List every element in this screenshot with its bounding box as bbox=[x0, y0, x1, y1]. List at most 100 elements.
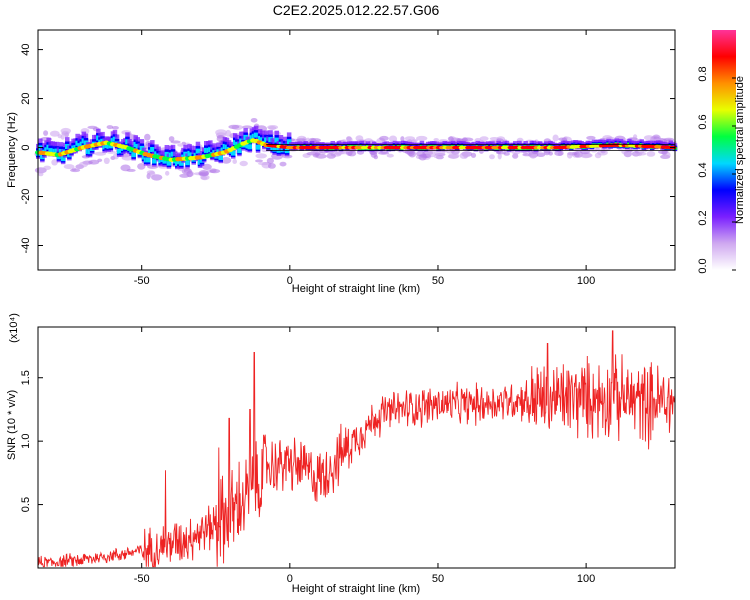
spectral-band bbox=[253, 132, 259, 138]
spectral-blob bbox=[378, 151, 390, 155]
spectral-blob bbox=[165, 170, 170, 176]
spectral-blob bbox=[60, 134, 65, 140]
spectral-blob bbox=[121, 154, 134, 161]
spectral-blob bbox=[79, 161, 88, 168]
x-tick-label: 0 bbox=[287, 275, 293, 287]
spectral-blob bbox=[225, 129, 232, 137]
spectral-band bbox=[166, 160, 172, 166]
spectral-band bbox=[145, 157, 151, 163]
spectral-blob bbox=[186, 170, 193, 178]
y-tick-label: -20 bbox=[20, 189, 32, 205]
x-tick-label: 100 bbox=[577, 573, 595, 585]
spectral-band bbox=[152, 158, 157, 164]
spectral-blob bbox=[111, 126, 119, 130]
y-tick-label: -40 bbox=[20, 238, 32, 254]
spectral-blob bbox=[43, 165, 52, 170]
spectral-band bbox=[195, 148, 201, 154]
spectral-blob bbox=[586, 135, 596, 140]
spectral-blob bbox=[63, 164, 75, 170]
x-axis-label: Height of straight line (km) bbox=[292, 283, 420, 295]
spectral-blob bbox=[388, 135, 398, 143]
snr-series-line bbox=[37, 330, 676, 568]
spectral-blob bbox=[621, 149, 628, 155]
spectral-band bbox=[179, 160, 184, 166]
spectral-blob bbox=[636, 152, 643, 157]
x-tick-label: 100 bbox=[577, 275, 595, 287]
spectral-blob bbox=[232, 159, 237, 164]
spectral-blob bbox=[346, 137, 353, 143]
spectral-blob bbox=[448, 136, 454, 142]
spectral-band bbox=[237, 148, 242, 154]
spectral-blob bbox=[408, 150, 417, 158]
spectral-blob bbox=[177, 143, 185, 147]
spectral-blob bbox=[168, 136, 175, 142]
spectral-blob bbox=[566, 151, 573, 159]
y-axis-label: SNR (10 * v/v) bbox=[6, 390, 18, 460]
spectral-blob bbox=[326, 153, 336, 159]
spectral-band bbox=[274, 137, 279, 143]
spectral-blob bbox=[386, 153, 394, 158]
spectral-blob bbox=[489, 154, 495, 160]
x-axis-label: Height of straight line (km) bbox=[292, 583, 420, 595]
spectral-blob bbox=[267, 163, 276, 169]
spectral-blob bbox=[470, 152, 477, 158]
plot-frame bbox=[37, 326, 676, 569]
y-tick-label: 1.0 bbox=[20, 434, 32, 449]
x-tick-label: -50 bbox=[134, 275, 150, 287]
spectral-blob bbox=[70, 168, 81, 173]
y-axis-label: Frequency (Hz) bbox=[6, 112, 18, 188]
spectral-blob bbox=[433, 138, 439, 142]
spectral-blob bbox=[548, 151, 553, 156]
spectral-blob bbox=[202, 163, 212, 170]
chart-title: C2E2.2025.012.22.57.G06 bbox=[273, 2, 440, 18]
spectral-blob bbox=[666, 152, 671, 159]
spectral-blob bbox=[536, 152, 546, 157]
spectral-blob bbox=[373, 154, 378, 160]
spectral-blob bbox=[296, 138, 306, 142]
spectral-band bbox=[272, 146, 277, 152]
spectral-blob bbox=[552, 134, 559, 142]
spectral-blob bbox=[228, 124, 240, 129]
y-multiplier-label: (x10⁴) bbox=[8, 313, 20, 343]
spectral-blob bbox=[137, 163, 146, 170]
spectral-blob bbox=[459, 152, 468, 159]
spectral-blob bbox=[495, 151, 507, 155]
spectral-blob bbox=[199, 171, 209, 177]
spectral-blob bbox=[310, 150, 316, 155]
x-tick-label: 50 bbox=[432, 275, 444, 287]
y-tick-label: 0 bbox=[20, 144, 32, 150]
spectral-band bbox=[185, 160, 190, 166]
colorbar: 0.0 0.2 0.4 0.6 0.8 Normalized spectral ampli… bbox=[697, 30, 746, 274]
spectral-blob bbox=[170, 140, 181, 144]
spectral-blob bbox=[433, 154, 439, 159]
y-tick-label: 20 bbox=[20, 92, 32, 104]
y-tick-label: 40 bbox=[20, 43, 32, 55]
spectral-blob bbox=[61, 130, 70, 136]
spectral-blob bbox=[88, 159, 100, 165]
spectral-blob bbox=[221, 157, 232, 164]
spectral-blob bbox=[404, 136, 416, 141]
spectral-band bbox=[162, 158, 167, 164]
spectral-band bbox=[247, 144, 252, 150]
spectral-blob bbox=[106, 125, 114, 130]
spectral-band bbox=[231, 150, 236, 156]
spectral-blob bbox=[120, 164, 131, 172]
spectral-blob bbox=[379, 135, 389, 141]
spectral-blob bbox=[554, 150, 564, 156]
x-tick-label: 0 bbox=[287, 573, 293, 585]
spectral-blob bbox=[103, 157, 110, 164]
spectral-band bbox=[150, 147, 155, 152]
spectral-blob bbox=[646, 151, 656, 157]
spectral-blob bbox=[279, 161, 287, 167]
spectrogram-plot: -50 0 50 100 -40 -20 0 20 40 Height of straight l… bbox=[6, 29, 678, 295]
spectral-blob bbox=[447, 154, 459, 159]
spectral-blob bbox=[479, 136, 489, 141]
spectral-blob bbox=[49, 130, 60, 137]
plot-frame bbox=[37, 29, 676, 271]
spectral-band bbox=[255, 144, 261, 150]
spectral-blob bbox=[242, 125, 253, 129]
snr-plot: -50 0 50 100 0.5 1.0 1.5 Height of straight lin… bbox=[6, 313, 676, 595]
spectral-band bbox=[60, 156, 66, 162]
spectral-blob bbox=[597, 150, 608, 156]
